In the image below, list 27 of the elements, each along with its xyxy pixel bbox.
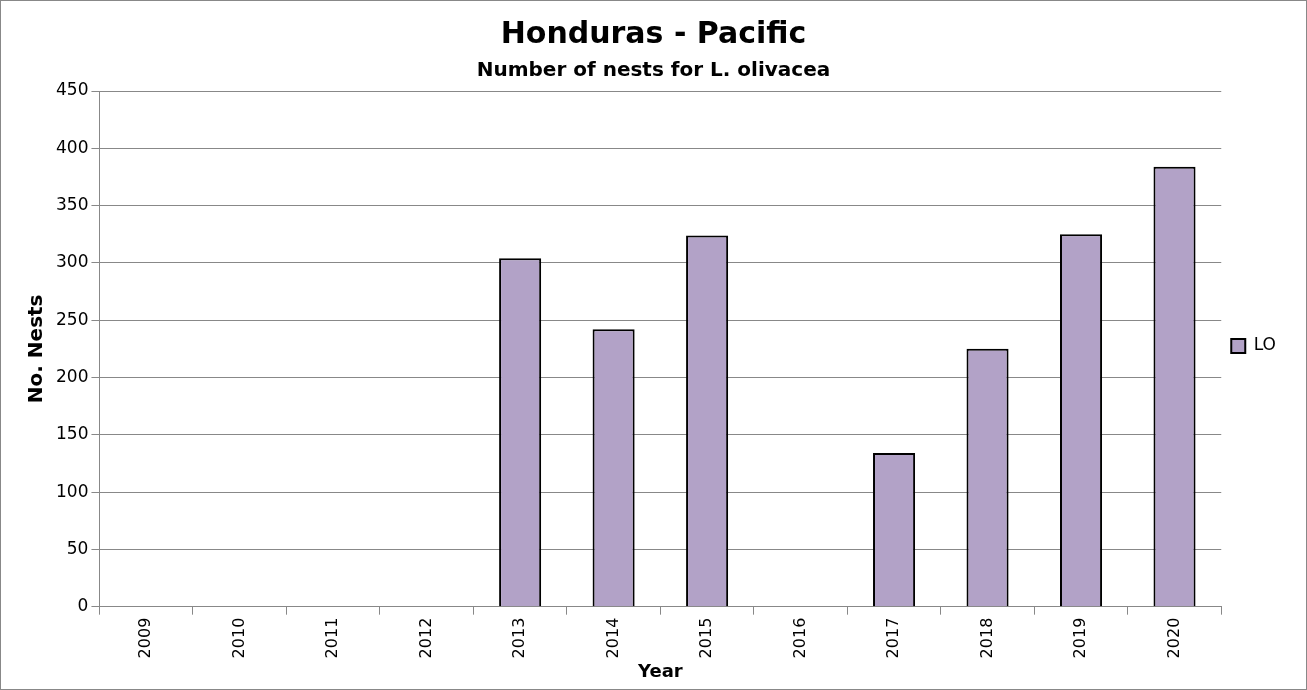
y-tick-label: 0 — [77, 595, 89, 616]
y-axis-title: No. Nests — [23, 294, 48, 404]
y-tick-label: 50 — [66, 537, 89, 558]
y-tick-label: 250 — [55, 308, 89, 329]
x-axis-title: Year — [637, 659, 683, 681]
x-tick-label: 2020 — [1163, 617, 1183, 659]
y-tick-label: 400 — [55, 136, 89, 157]
chart-title: Honduras - Pacific — [500, 14, 807, 50]
y-tick-label: 200 — [55, 365, 89, 386]
x-tick-label: 2019 — [1070, 617, 1090, 659]
y-tick-label: 100 — [55, 480, 89, 501]
x-tick-label: 2016 — [789, 617, 809, 659]
x-tick-label: 2011 — [322, 617, 342, 659]
x-tick-label: 2017 — [883, 617, 903, 659]
x-tick-label: 2018 — [976, 617, 996, 659]
y-tick-label: 300 — [55, 251, 89, 272]
x-tick-label: 2010 — [228, 617, 248, 659]
x-tick-label: 2014 — [602, 617, 622, 659]
legend-label: LO — [1253, 334, 1276, 355]
x-tick-label: 2013 — [509, 617, 529, 659]
x-tick-label: 2009 — [135, 617, 155, 659]
x-tick-label: 2015 — [696, 617, 716, 659]
x-tick-label: 2012 — [415, 617, 435, 659]
chart-subtitle: Number of nests for L. olivacea — [476, 57, 831, 82]
y-tick-label: 350 — [55, 194, 89, 215]
y-tick-label: 450 — [55, 79, 89, 100]
y-tick-label: 150 — [55, 423, 89, 444]
